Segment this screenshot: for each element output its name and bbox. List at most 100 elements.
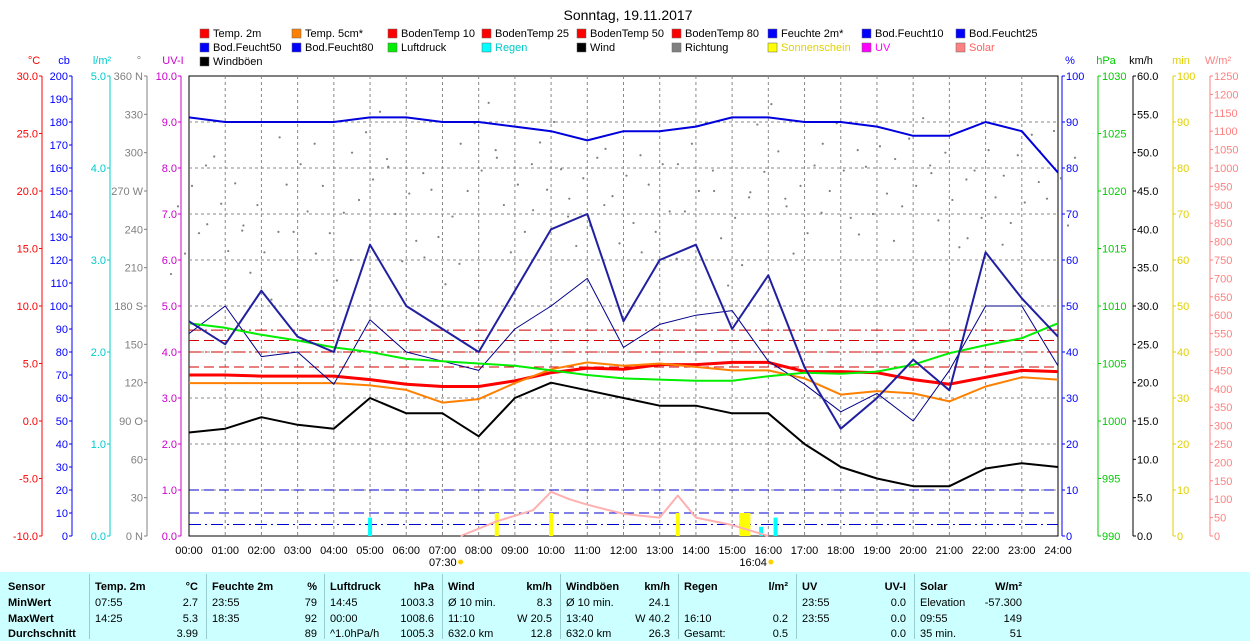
legend-swatch [291,28,302,39]
legend-swatch [861,28,872,39]
stats-cell: 07:55 [95,597,123,609]
stats-cell: 14:25 [95,613,123,625]
stats-cell: Sensor [8,581,46,593]
axis-tick-label: 650 [1214,292,1232,304]
series-line [460,490,769,537]
stats-cell: 1005.3 [400,628,434,640]
direction-point [1066,224,1070,227]
axis-tick-label: 3.0 [91,255,106,267]
axis-tick-label: 0 [1177,531,1183,543]
direction-point [401,260,404,263]
axis-tick-label: -10.0 [13,531,38,543]
legend-swatch [955,28,966,39]
axis-tick-label: 30 [1177,393,1189,405]
direction-point [713,189,716,193]
direction-point [350,151,354,154]
stats-cell: Regen [684,581,718,593]
direction-point [987,149,990,152]
x-axis: 00:00 01:00 02:00 03:00 04:00 05:00 06:00 07:00… [175,545,1072,569]
x-tick-label: 22:00 [972,545,1000,557]
direction-point [654,230,657,233]
direction-point [625,174,628,177]
axis-title: min [1172,55,1190,67]
axis-tick-label: 750 [1214,255,1232,267]
axis-tick-label: 20 [1066,439,1078,451]
legend-label: BodenTemp 25 [495,28,569,40]
axis-tick-label: 30.0 [1137,301,1158,313]
axis-tick-label: 40 [1066,347,1078,359]
axis-tick-label: 360 N [114,71,143,83]
series-line [188,322,1059,382]
direction-point [227,249,230,253]
direction-point [277,230,280,233]
direction-point [423,256,426,259]
axis-tick-label: 2.0 [162,439,177,451]
direction-point [640,251,643,254]
x-tick-label: 17:00 [791,545,819,557]
axis-tick-label: 120 [50,255,68,267]
direction-point [408,192,411,195]
direction-point [1023,201,1026,204]
legend-label: Feuchte 2m* [781,28,844,40]
direction-point [821,142,824,145]
axis-tick-label: 15.0 [17,244,38,256]
axis-tick-label: 20 [56,485,68,497]
axis-title: ° [137,55,141,67]
stats-cell: 632.0 km [566,628,612,640]
axis-tick-label: 0 [1214,531,1220,543]
axis-title: km/h [1129,55,1153,67]
x-tick-label: 07:00 [429,545,457,557]
direction-point [220,202,223,205]
direction-point [176,205,180,208]
x-tick-label: 12:00 [610,545,638,557]
direction-point [668,210,671,213]
axis-tick-label: 90 O [119,416,143,428]
direction-point [190,184,194,187]
direction-point [675,257,678,260]
axis-title: W/m² [1205,55,1232,67]
axis-tick-label: 9.0 [162,117,177,129]
stats-cell: 0.5 [772,628,788,640]
x-tick-label: 14:00 [682,545,710,557]
stats-cell: Wind [448,581,475,593]
direction-point [1016,154,1019,157]
series-line [188,116,1059,174]
axis-tick-label: 500 [1214,347,1232,359]
direction-point [183,252,187,255]
stats-separator [206,574,207,639]
direction-point [538,141,542,144]
direction-point [545,188,549,191]
direction-point [568,197,571,200]
direction-point [502,203,505,207]
series-line [188,277,1059,422]
legend-label: Luftdruck [401,42,447,54]
axis-tick-label: 40 [56,439,68,451]
stats-cell: 1008.6 [400,613,434,625]
axis-tick-label: 10.0 [17,301,38,313]
axis-title: UV-I [162,55,183,67]
direction-point [777,150,780,153]
x-tick-label: 21:00 [936,545,964,557]
axis-tick-label: 20.0 [1137,378,1158,390]
axis-tick-label: 70 [1066,209,1078,221]
direction-point [575,244,578,248]
axis-tick-label: 2.0 [91,347,106,359]
stats-cell: °C [185,581,198,593]
direction-point [328,232,331,235]
direction-point [285,183,288,186]
stats-cell: 89 [304,628,317,640]
axis-tick-label: 7.0 [162,209,177,221]
axis-tick-label: 30 [56,462,68,474]
axis-tick-label: 60 [56,393,68,405]
axis-tick-label: 600 [1214,310,1232,322]
legend-swatch [199,28,210,39]
axis-tick-label: 800 [1214,237,1232,249]
direction-point [930,172,933,175]
direction-point [596,156,599,159]
direction-point [256,203,259,207]
legend-label: Bod.Feucht10 [875,28,944,40]
legend-swatch [481,42,492,53]
direction-point [263,251,266,254]
stats-cell: 35 min. [920,628,957,640]
series [169,101,1077,537]
